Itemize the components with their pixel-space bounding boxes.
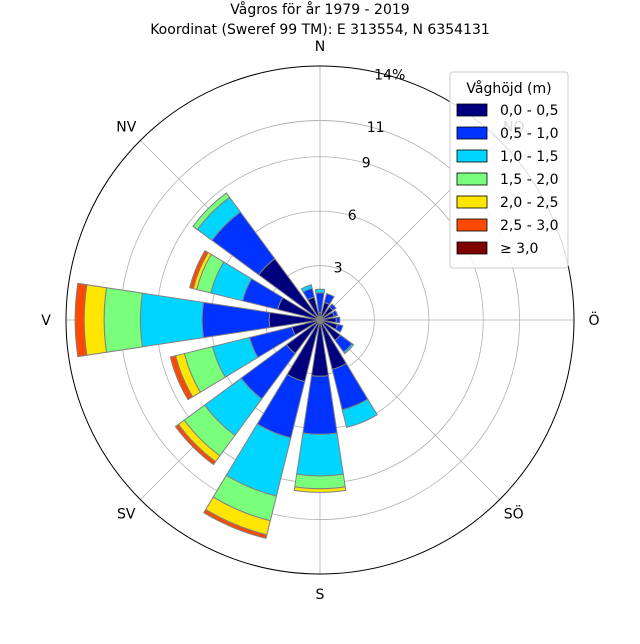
legend-swatch (456, 195, 488, 209)
legend-swatch (456, 241, 488, 255)
radial-tick-label: 14% (374, 68, 405, 84)
legend-swatch (456, 126, 488, 140)
chart-title: Vågros för år 1979 - 2019 (230, 1, 409, 18)
bar-segment (294, 473, 346, 490)
direction-label-n: N (315, 39, 325, 55)
bar-segment (335, 316, 341, 324)
bar-segment (302, 375, 338, 435)
direction-label-so: SÖ (504, 505, 524, 523)
legend-label: 2,5 - 3,0 (500, 218, 558, 234)
grid-spoke (319, 319, 500, 500)
radial-tick-label: 9 (362, 155, 371, 171)
legend-frame (449, 71, 569, 269)
legend-items: 0,0 - 0,5 0,5 - 1,0 1,0 - 1,5 1,5 - 2,0 2,0 … (456, 103, 558, 257)
bar-segment (201, 301, 271, 339)
bar-segment (334, 323, 344, 333)
bar-segment (103, 287, 143, 353)
bar-segment (341, 398, 378, 429)
bar-segment (342, 342, 355, 355)
legend-label: 1,0 - 1,5 (500, 149, 558, 165)
legend-label: 0,5 - 1,0 (500, 126, 558, 142)
radial-tick-labels: 3 6 9 11 14% (334, 68, 406, 277)
outer-ring (65, 65, 575, 575)
bar-segment (169, 355, 194, 401)
legend-title: Våghöjd (m) (466, 80, 551, 97)
legend-swatch (456, 103, 488, 117)
direction-label-s: S (316, 587, 325, 603)
radial-tick-label: 3 (334, 260, 343, 276)
legend-label: ≥ 3,0 (500, 241, 538, 257)
bar-segment (323, 292, 335, 306)
direction-label-o: Ö (588, 311, 599, 329)
legend-swatch (456, 172, 488, 186)
bar-segment (83, 284, 108, 356)
bar-segment (314, 288, 326, 294)
bar-segment (189, 249, 209, 290)
radial-tick-label: 6 (348, 208, 357, 224)
bar-segment (139, 292, 204, 348)
legend-label: 2,0 - 2,5 (500, 195, 558, 211)
bar-segment (328, 303, 337, 312)
bar-segment (203, 508, 268, 539)
bar-segment (300, 284, 313, 293)
legend-label: 1,5 - 2,0 (500, 172, 558, 188)
bar-segment (331, 309, 339, 318)
direction-label-nv: NV (116, 119, 136, 135)
chart-subtitle: Koordinat (Sweref 99 TM): E 313554, N 63… (150, 22, 490, 38)
legend-swatch (456, 149, 488, 163)
radial-tick-label: 11 (367, 120, 385, 136)
direction-label-v: V (41, 313, 51, 329)
legend-swatch (456, 218, 488, 232)
legend-label: 0,0 - 0,5 (500, 103, 558, 119)
windrose-bars (74, 192, 378, 539)
bar-segment (293, 486, 347, 493)
bar-segment (74, 282, 88, 358)
bar-segment (192, 192, 231, 231)
direction-label-sv: SV (117, 507, 136, 523)
legend: Våghöjd (m) 0,0 - 0,5 0,5 - 1,0 1,0 - 1,5 1… (449, 71, 569, 269)
bar-segment (296, 432, 344, 477)
bar-segment (174, 423, 217, 466)
